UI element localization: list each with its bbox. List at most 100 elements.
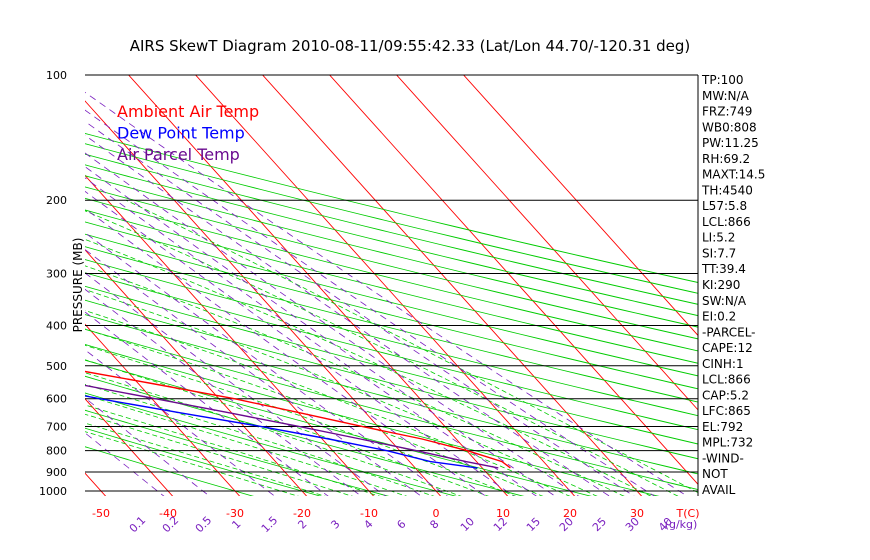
moist-adiabat-line	[85, 404, 381, 496]
mixing-ratio-line	[85, 349, 276, 496]
isotherm-line	[0, 66, 42, 500]
index-label: LCL:866	[702, 215, 751, 229]
dry-adiabat-line	[85, 259, 698, 417]
mixing-ratio-label: 6	[394, 517, 408, 531]
index-label: -PARCEL-	[702, 325, 756, 339]
series-line-3	[85, 384, 499, 469]
pressure-tick-label: 600	[46, 393, 67, 406]
mixing-ratio-line	[85, 232, 448, 496]
bottom-temp-tick-label: -50	[92, 507, 110, 520]
y-axis-label: PRESSURE (MB)	[71, 238, 85, 333]
bottom-temp-tick-label: 20	[563, 507, 577, 520]
moist-adiabat-line	[125, 199, 698, 494]
moist-adiabat-line	[85, 431, 299, 496]
dry-adiabat-line	[85, 328, 698, 491]
dry-adiabat-line	[85, 359, 592, 496]
isotherm-line	[194, 75, 576, 496]
dry-adiabat-line	[85, 272, 698, 431]
legend-entry: Ambient Air Temp	[117, 102, 259, 121]
bottom-temp-tick-label: 10	[496, 507, 510, 520]
dry-adiabat-line	[85, 314, 698, 475]
isotherm-line	[85, 398, 174, 496]
index-label: KI:290	[702, 278, 740, 292]
mixing-ratio-label: 10	[458, 515, 477, 534]
pressure-tick-label: 500	[46, 360, 67, 373]
bottom-temp-tick-label: -20	[293, 507, 311, 520]
index-label: TH:4540	[701, 183, 753, 197]
mixing-ratio-line	[85, 249, 422, 496]
index-label: -WIND-	[702, 451, 744, 465]
mixing-ratio-label: 1.5	[259, 514, 281, 536]
temperature-unit-label: T(C)	[676, 507, 700, 520]
isotherm-line	[85, 249, 308, 496]
mixing-ratio-line	[85, 152, 580, 496]
mixing-ratio-line	[85, 166, 556, 496]
bottom-temp-tick-label: -40	[159, 507, 177, 520]
pressure-tick-label: 400	[46, 319, 67, 332]
isotherm-line	[328, 75, 698, 486]
index-label: WB0:808	[702, 120, 757, 134]
legend-entry: Air Parcel Temp	[117, 145, 240, 164]
index-label: SI:7.7	[702, 246, 736, 260]
chart-title: AIRS SkewT Diagram 2010-08-11/09:55:42.3…	[130, 37, 691, 55]
index-label: FRZ:749	[702, 105, 752, 119]
dry-adiabat-line	[85, 285, 698, 445]
pressure-tick-label: 1000	[39, 485, 67, 498]
pressure-tick-label: 100	[46, 69, 67, 82]
dry-adiabat-line	[85, 132, 698, 283]
bottom-temp-tick-label: -30	[226, 507, 244, 520]
series-line-2	[85, 395, 478, 469]
dry-adiabat-line	[85, 409, 390, 496]
index-label: MW:N/A	[702, 89, 750, 103]
dry-adiabat-line	[85, 197, 698, 352]
dry-adiabat-line	[85, 375, 525, 496]
dry-adiabat-line	[85, 209, 698, 364]
moist-adiabat-line	[85, 289, 598, 496]
index-label: LCL:866	[702, 373, 751, 387]
bottom-temp-tick-label: 0	[433, 507, 440, 520]
moist-adiabat-line	[85, 344, 517, 496]
index-label: TP:100	[701, 73, 744, 87]
moist-adiabat-line	[85, 265, 625, 496]
mixing-ratio-unit-label: (g/kg)	[665, 518, 698, 531]
dry-adiabat-line	[85, 233, 698, 390]
dry-adiabat-line	[85, 186, 698, 340]
series-line-1	[85, 370, 511, 469]
pressure-tick-label: 900	[46, 466, 67, 479]
index-label: SW:N/A	[702, 294, 747, 308]
dry-adiabat-line	[85, 246, 698, 403]
mixing-ratio-line	[85, 134, 610, 496]
profile-lines	[85, 370, 511, 469]
mixing-ratio-line	[85, 190, 515, 496]
isotherm-line	[395, 75, 698, 411]
index-label: MPL:732	[702, 436, 753, 450]
index-label: CAP:5.2	[702, 388, 749, 402]
moist-adiabat-line	[85, 394, 408, 496]
moist-adiabat-line	[85, 210, 679, 496]
isobars	[85, 74, 698, 492]
dry-adiabat-line	[85, 392, 457, 496]
index-label: LFC:865	[702, 404, 751, 418]
pressure-tick-label: 300	[46, 267, 67, 280]
index-label: L57:5.8	[702, 199, 747, 213]
legend-entry: Dew Point Temp	[117, 124, 245, 143]
dry-adiabat-line	[85, 299, 698, 460]
mixing-ratio-label: 0.5	[193, 514, 215, 536]
moist-adiabat-line	[85, 238, 652, 496]
dry-adiabat-line	[85, 427, 322, 496]
dry-adiabat-line	[85, 143, 698, 294]
moist-adiabat-line	[85, 328, 544, 496]
index-label: TT:39.4	[701, 262, 746, 276]
index-label: MAXT:14.5	[702, 168, 765, 182]
chart-legend: Ambient Air Temp Dew Point Temp Air Parcel…	[117, 102, 259, 164]
isotherm-line	[85, 100, 442, 496]
moist-adiabat-line	[85, 359, 489, 496]
mixing-ratio-label: 0.1	[127, 514, 149, 536]
index-label: PW:11.25	[702, 136, 759, 150]
bottom-temp-tick-label: -10	[360, 507, 378, 520]
isotherm-line	[85, 472, 107, 496]
mixing-ratio-line	[85, 91, 688, 496]
pressure-tick-label: 800	[46, 445, 67, 458]
dry-adiabat-line	[85, 343, 660, 496]
